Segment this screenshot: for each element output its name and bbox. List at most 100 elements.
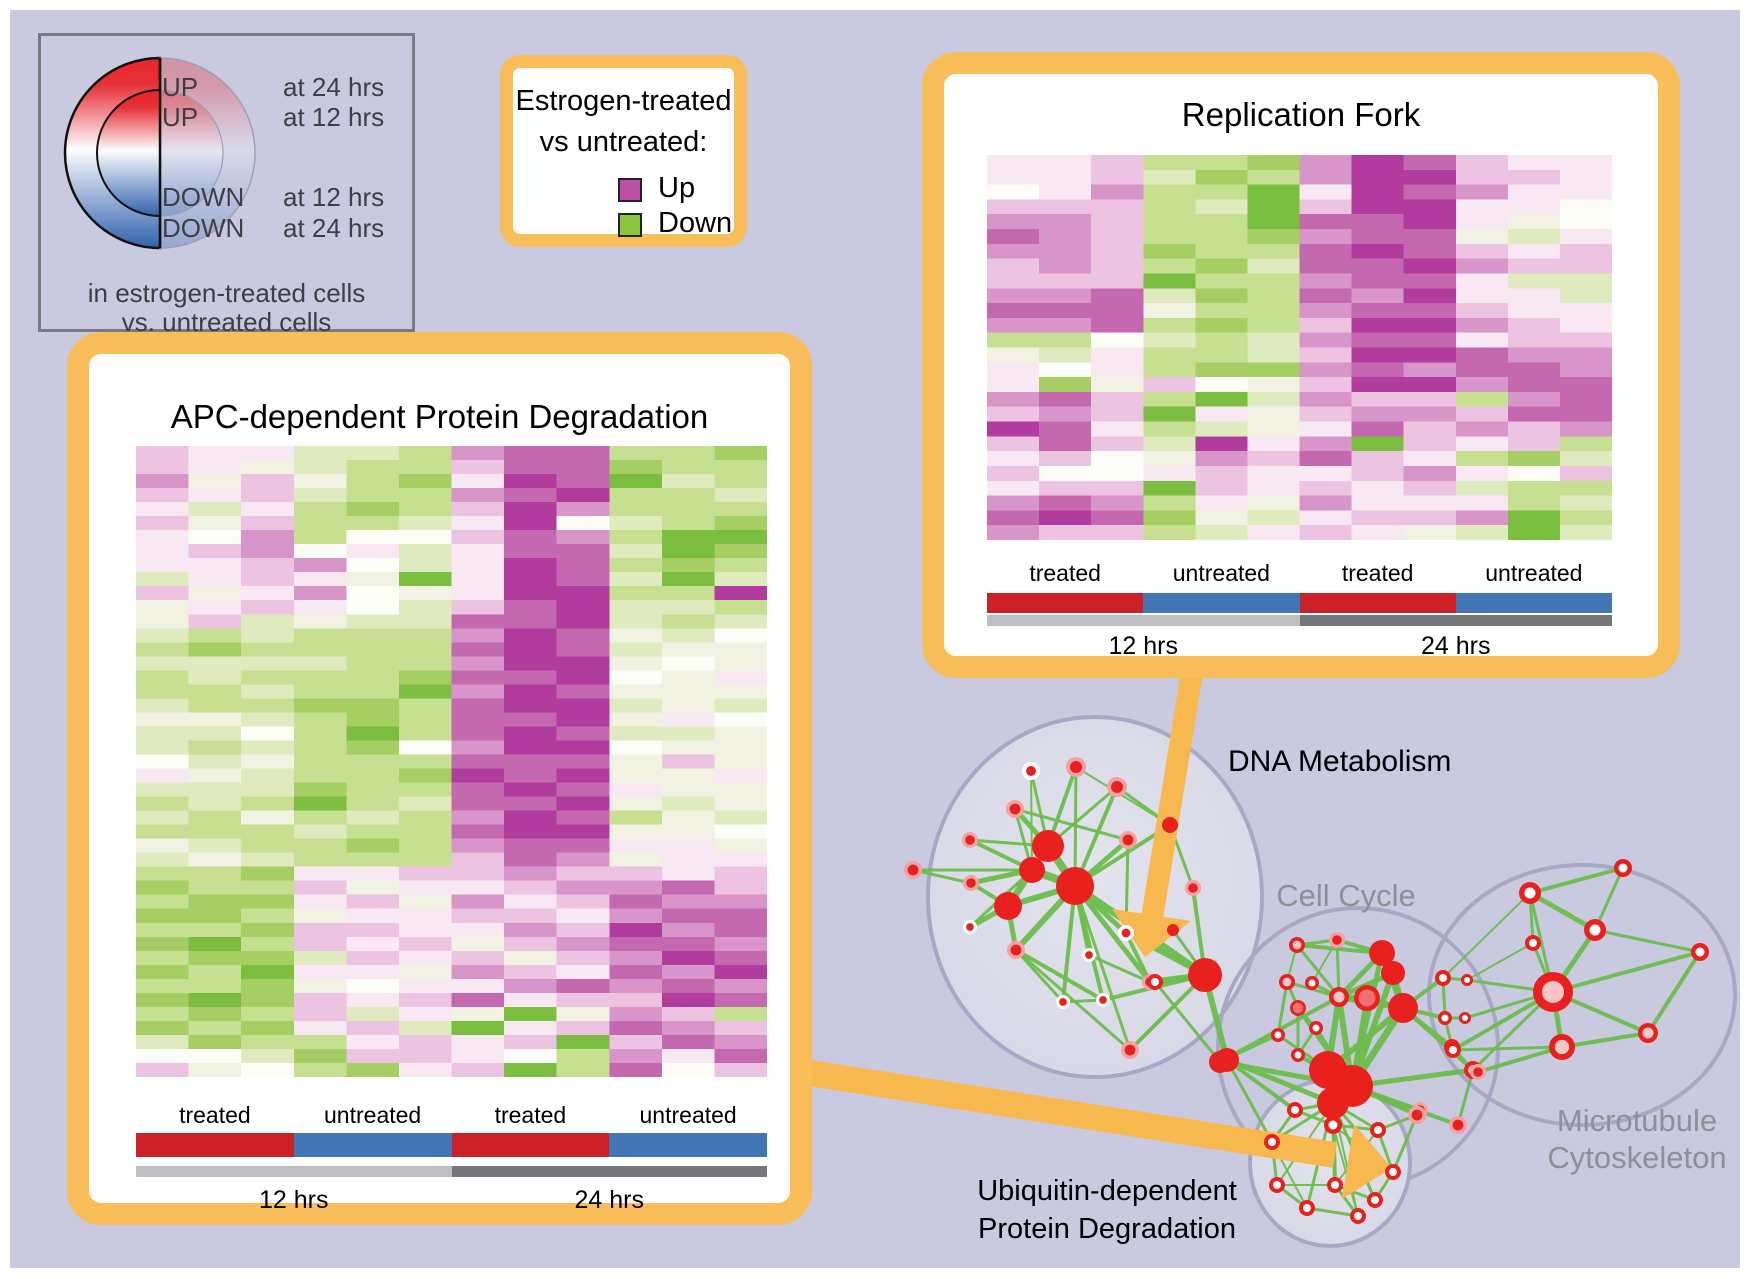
heatmap-cell: [398, 1048, 454, 1064]
node-shape: [1121, 928, 1131, 938]
network-node: [1264, 1134, 1280, 1150]
heatmap-cell: [1559, 243, 1612, 260]
heatmap-cell: [556, 488, 611, 503]
heatmap-cell: [451, 446, 506, 461]
heatmap-row: [987, 155, 1612, 171]
heatmap-cell: [188, 894, 243, 910]
heatmap-row: [136, 1034, 767, 1050]
heatmap-cell: [1299, 273, 1354, 289]
cluster-microtubule-cytoskeleton: [1427, 863, 1737, 1127]
heatmap-cell: [136, 488, 191, 503]
heatmap-cell: [1299, 465, 1354, 482]
heatmap-cell: [661, 1034, 716, 1050]
heatmap-cell: [398, 516, 454, 531]
untreated-bar: [293, 1133, 452, 1157]
heatmap-cell: [504, 684, 559, 699]
heatmap-cell: [346, 530, 401, 545]
heatmap-row: [987, 229, 1612, 245]
heatmap-cell: [609, 964, 664, 980]
heatmap-cell: [504, 600, 559, 615]
heatmap-cell: [293, 600, 348, 615]
heatmap-cell: [188, 460, 243, 475]
heatmap-cell: [188, 992, 243, 1008]
heatmap-cell: [609, 488, 664, 503]
heatmap-cell: [504, 586, 559, 601]
heatmap-cell: [293, 1062, 348, 1077]
heatmap-cell: [188, 656, 243, 671]
heatmap-cell: [293, 978, 348, 994]
heatmap-cell: [1039, 155, 1093, 171]
heatmap-cell: [398, 936, 454, 952]
heatmap-cell: [1559, 525, 1612, 540]
heatmap-cell: [241, 852, 296, 868]
heatmap-cell: [609, 446, 664, 461]
heatmap-cell: [188, 1034, 243, 1050]
rf-time-labels: 12 hrs 24 hrs: [987, 632, 1612, 661]
heatmap-cell: [398, 782, 454, 797]
heatmap-cell: [661, 558, 716, 573]
heatmap-cell: [241, 600, 296, 615]
heatmap-cell: [346, 852, 401, 868]
heatmap-cell: [346, 796, 401, 811]
heatmap-cell: [1559, 495, 1612, 511]
heatmap-cell: [714, 502, 767, 517]
heatmap-cell: [1299, 347, 1354, 363]
heatmap-cell: [346, 754, 401, 769]
heatmap-cell: [1351, 273, 1406, 289]
heatmap-cell: [609, 824, 664, 840]
heatmap-cell: [661, 614, 716, 629]
heatmap-row: [136, 852, 767, 868]
network-node: [962, 832, 978, 848]
heatmap-cell: [1403, 465, 1458, 482]
heatmap-cell: [136, 894, 191, 910]
heatmap-cell: [136, 558, 191, 573]
heatmap-cell: [556, 922, 611, 938]
heatmap-cell: [556, 712, 611, 727]
heatmap-cell: [451, 796, 506, 811]
heatmap-cell: [1143, 199, 1197, 215]
heatmap-cell: [1559, 421, 1612, 437]
heatmap-cell: [1247, 214, 1302, 230]
heatmap-cell: [661, 502, 716, 517]
heatmap-cell: [1559, 273, 1612, 289]
heatmap-cell: [136, 628, 191, 643]
network-node: [1445, 1042, 1461, 1058]
heatmap-cell: [504, 880, 559, 896]
heatmap-cell: [1039, 258, 1093, 274]
heatmap-cell: [609, 642, 664, 657]
heatmap-cell: [1559, 347, 1612, 363]
heatmap-cell: [1039, 465, 1093, 482]
heatmap-row: [136, 586, 767, 601]
heatmap-cell: [451, 684, 506, 699]
heatmap-cell: [504, 1006, 559, 1022]
heatmap-cell: [1143, 229, 1197, 245]
apc-24hrs-label: 24 hrs: [574, 1186, 644, 1214]
heatmap-cell: [1559, 288, 1612, 304]
heatmap-cell: [293, 908, 348, 924]
heatmap-cell: [609, 502, 664, 517]
heatmap-cell: [188, 600, 243, 615]
network-edge: [1646, 950, 1702, 1035]
key-time-up-12: at 12 hrs: [283, 102, 385, 132]
microtubule-label-line2: Cytoskeleton: [1547, 1140, 1727, 1175]
heatmap-cell: [293, 754, 348, 769]
heatmap-cell: [1351, 184, 1406, 200]
heatmap-cell: [1091, 377, 1145, 393]
heatmap-cell: [136, 656, 191, 671]
heatmap-cell: [136, 698, 191, 713]
heatmap-cell: [346, 1048, 401, 1064]
heatmap-cell: [1351, 391, 1406, 408]
heatmap-cell: [714, 754, 767, 769]
node-shape: [1439, 974, 1447, 982]
heatmap-cell: [241, 698, 296, 713]
heatmap-cell: [1143, 480, 1197, 497]
heatmap-cell: [398, 726, 454, 741]
heatmap-cell: [241, 768, 296, 783]
heatmap-cell: [504, 922, 559, 938]
heatmap-cell: [1195, 303, 1249, 319]
heatmap-cell: [987, 451, 1041, 467]
heatmap-cell: [661, 586, 716, 601]
heatmap-cell: [188, 446, 243, 461]
heatmap-cell: [714, 992, 767, 1008]
